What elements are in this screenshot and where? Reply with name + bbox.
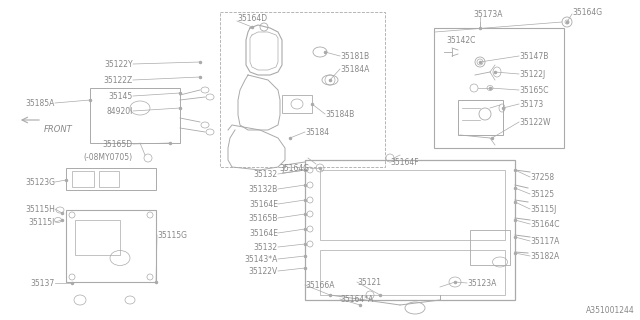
Text: 35181B: 35181B <box>340 52 369 61</box>
Text: 35164G: 35164G <box>572 8 602 17</box>
Bar <box>458 100 503 135</box>
Text: 35164*A: 35164*A <box>340 295 373 304</box>
Text: 35137: 35137 <box>31 279 55 288</box>
Text: 35184A: 35184A <box>340 65 369 74</box>
Bar <box>434 28 564 148</box>
Text: 35166A: 35166A <box>305 281 335 290</box>
Text: 35122J: 35122J <box>519 70 545 79</box>
Text: 35164E: 35164E <box>249 200 278 209</box>
Text: 35132: 35132 <box>254 170 278 179</box>
Text: 35165B: 35165B <box>248 214 278 223</box>
Bar <box>66 168 156 190</box>
Bar <box>90 88 180 143</box>
Text: 35164D: 35164D <box>237 14 267 23</box>
Text: 35164G: 35164G <box>280 164 310 173</box>
Text: 35122Z: 35122Z <box>104 76 133 85</box>
Text: 35165C: 35165C <box>519 86 548 95</box>
Text: 35132: 35132 <box>254 243 278 252</box>
Text: 35123A: 35123A <box>467 279 497 288</box>
Text: 35164C: 35164C <box>530 220 559 229</box>
Bar <box>305 160 515 300</box>
Text: 35173A: 35173A <box>473 10 502 19</box>
Text: 35125: 35125 <box>530 190 554 199</box>
Text: 35115I: 35115I <box>29 218 55 227</box>
Text: 35165D: 35165D <box>103 140 133 149</box>
Text: 35184B: 35184B <box>325 110 355 119</box>
Text: 35122V: 35122V <box>249 267 278 276</box>
Text: 84920I: 84920I <box>107 107 133 116</box>
Text: 35182A: 35182A <box>530 252 559 261</box>
Text: 35164F: 35164F <box>390 158 419 167</box>
Bar <box>320 250 505 295</box>
Text: 35122W: 35122W <box>519 118 550 127</box>
Text: 35115J: 35115J <box>530 205 556 214</box>
Bar <box>282 95 312 113</box>
Text: 35184: 35184 <box>305 128 329 137</box>
Text: 35164E: 35164E <box>249 229 278 238</box>
Text: 35122Y: 35122Y <box>104 60 133 69</box>
Bar <box>320 170 505 240</box>
Text: FRONT: FRONT <box>44 125 73 134</box>
Text: 37258: 37258 <box>530 173 554 182</box>
Text: 35115G: 35115G <box>157 231 187 240</box>
Bar <box>99 171 119 187</box>
Bar <box>220 12 385 167</box>
Text: 35121: 35121 <box>357 278 381 287</box>
Bar <box>66 210 156 282</box>
Text: 35117A: 35117A <box>530 237 559 246</box>
Text: 35185A: 35185A <box>26 99 55 108</box>
Bar <box>72 171 94 187</box>
Bar <box>470 230 510 265</box>
Text: 35142C: 35142C <box>446 36 476 45</box>
Text: A351001244: A351001244 <box>586 306 635 315</box>
Text: 35123G: 35123G <box>25 178 55 187</box>
Text: 35115H: 35115H <box>25 205 55 214</box>
Text: 35132B: 35132B <box>249 185 278 194</box>
Text: 35143*A: 35143*A <box>244 255 278 264</box>
Text: 35147B: 35147B <box>519 52 548 61</box>
Text: (-08MY0705): (-08MY0705) <box>84 153 133 162</box>
Text: 35145: 35145 <box>109 92 133 101</box>
Text: 35173: 35173 <box>519 100 543 109</box>
Bar <box>75 220 120 255</box>
